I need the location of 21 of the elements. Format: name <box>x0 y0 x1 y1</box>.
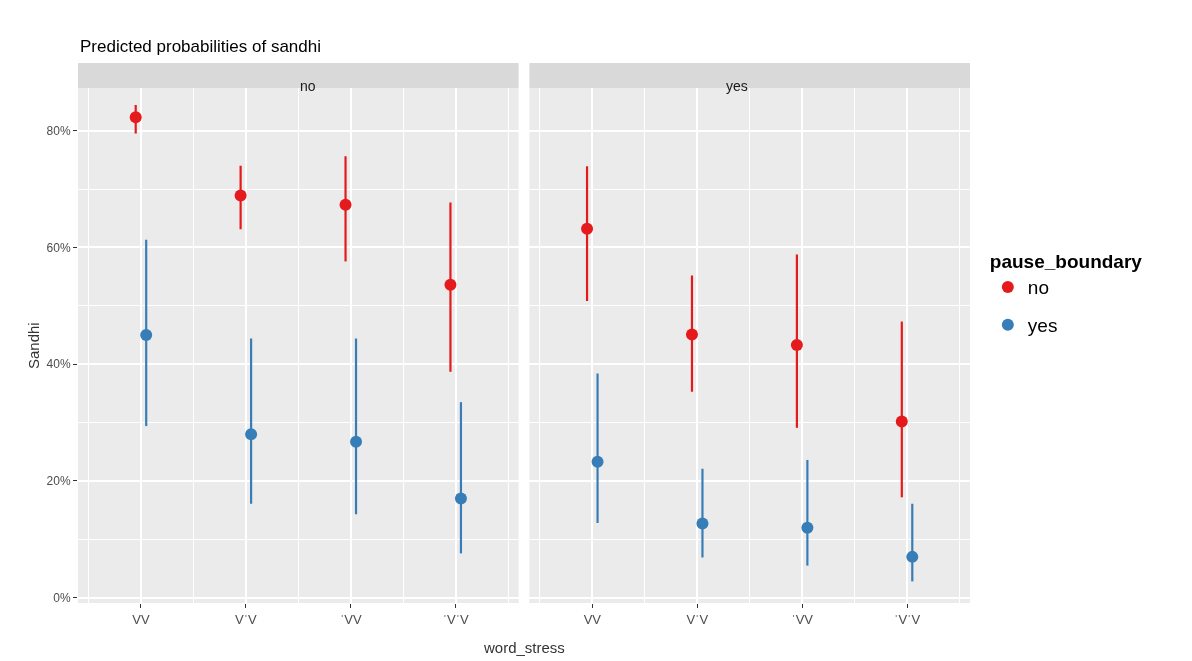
y-tick-label: 0% <box>53 590 71 605</box>
x-tick-label: VˈV <box>686 611 709 627</box>
y-tick-label: 60% <box>46 240 71 255</box>
x-tick-label: ˈVV <box>339 611 362 627</box>
x-tick-label: ˈVV <box>791 611 814 627</box>
x-tick-label: ˈVˈV <box>894 611 921 627</box>
x-axis-title: word_stress <box>483 639 565 656</box>
y-tick-label: 80% <box>46 123 71 138</box>
y-tick-label: 40% <box>46 357 71 372</box>
chart-title: Predicted probabilities of sandhi <box>80 37 321 56</box>
chart-subtitle: yes <box>726 78 748 94</box>
y-axis-title: Sandhi <box>25 322 42 369</box>
x-tick-label: VV <box>583 611 602 627</box>
legend-label: yes <box>1027 315 1058 337</box>
legend-label: no <box>1027 277 1049 299</box>
legend-title: pause_boundary <box>989 251 1143 273</box>
x-tick-label: VV <box>132 611 150 627</box>
x-tick-label: VˈV <box>235 611 258 627</box>
x-tick-label: ˈVˈV <box>442 611 470 627</box>
y-tick-label: 20% <box>46 474 71 489</box>
chart-subtitle: no <box>300 78 316 94</box>
